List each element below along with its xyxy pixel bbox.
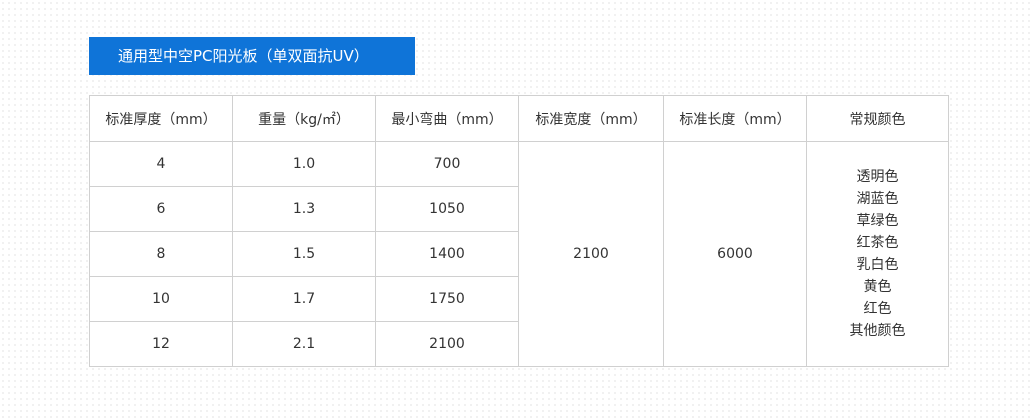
cell-colors: 透明色 湖蓝色 草绿色 红茶色 乳白色 黄色 红色 其他颜色 xyxy=(806,141,949,367)
cell-thickness: 6 xyxy=(89,186,233,232)
color-item: 黄色 xyxy=(863,279,892,295)
header-length: 标准长度（mm） xyxy=(663,95,807,142)
header-colors: 常规颜色 xyxy=(806,95,949,142)
cell-min-bend: 1050 xyxy=(375,186,519,232)
cell-min-bend: 1750 xyxy=(375,276,519,322)
cell-thickness: 8 xyxy=(89,231,233,277)
header-weight: 重量（kg/㎡） xyxy=(232,95,376,142)
cell-length: 6000 xyxy=(663,141,807,367)
header-min-bend: 最小弯曲（mm） xyxy=(375,95,519,142)
cell-weight: 2.1 xyxy=(232,321,376,367)
table-row: 12 2.1 2100 xyxy=(89,321,949,367)
header-width: 标准宽度（mm） xyxy=(518,95,664,142)
cell-width: 2100 xyxy=(518,141,664,367)
cell-thickness: 4 xyxy=(89,141,233,187)
table-row: 6 1.3 1050 xyxy=(89,186,949,232)
cell-min-bend: 2100 xyxy=(375,321,519,367)
cell-weight: 1.7 xyxy=(232,276,376,322)
color-item: 草绿色 xyxy=(856,213,899,229)
color-item: 乳白色 xyxy=(856,257,899,273)
spec-table: 标准厚度（mm） 重量（kg/㎡） 最小弯曲（mm） 标准宽度（mm） 标准长度… xyxy=(89,95,949,367)
cell-min-bend: 700 xyxy=(375,141,519,187)
color-item: 其他颜色 xyxy=(849,323,906,339)
cell-weight: 1.5 xyxy=(232,231,376,277)
cell-weight: 1.3 xyxy=(232,186,376,232)
color-item: 红茶色 xyxy=(856,235,899,251)
cell-min-bend: 1400 xyxy=(375,231,519,277)
table-row: 8 1.5 1400 xyxy=(89,231,949,277)
color-item: 红色 xyxy=(863,301,892,317)
table-header-row: 标准厚度（mm） 重量（kg/㎡） 最小弯曲（mm） 标准宽度（mm） 标准长度… xyxy=(89,95,949,142)
color-item: 透明色 xyxy=(856,169,899,185)
color-item: 湖蓝色 xyxy=(856,191,899,207)
cell-thickness: 12 xyxy=(89,321,233,367)
table-row: 10 1.7 1750 xyxy=(89,276,949,322)
cell-thickness: 10 xyxy=(89,276,233,322)
table-row: 4 1.0 700 2100 6000 透明色 湖蓝色 草绿色 红茶色 乳白色 … xyxy=(89,141,949,367)
cell-weight: 1.0 xyxy=(232,141,376,187)
section-title: 通用型中空PC阳光板（单双面抗UV） xyxy=(89,37,415,75)
header-thickness: 标准厚度（mm） xyxy=(89,95,233,142)
